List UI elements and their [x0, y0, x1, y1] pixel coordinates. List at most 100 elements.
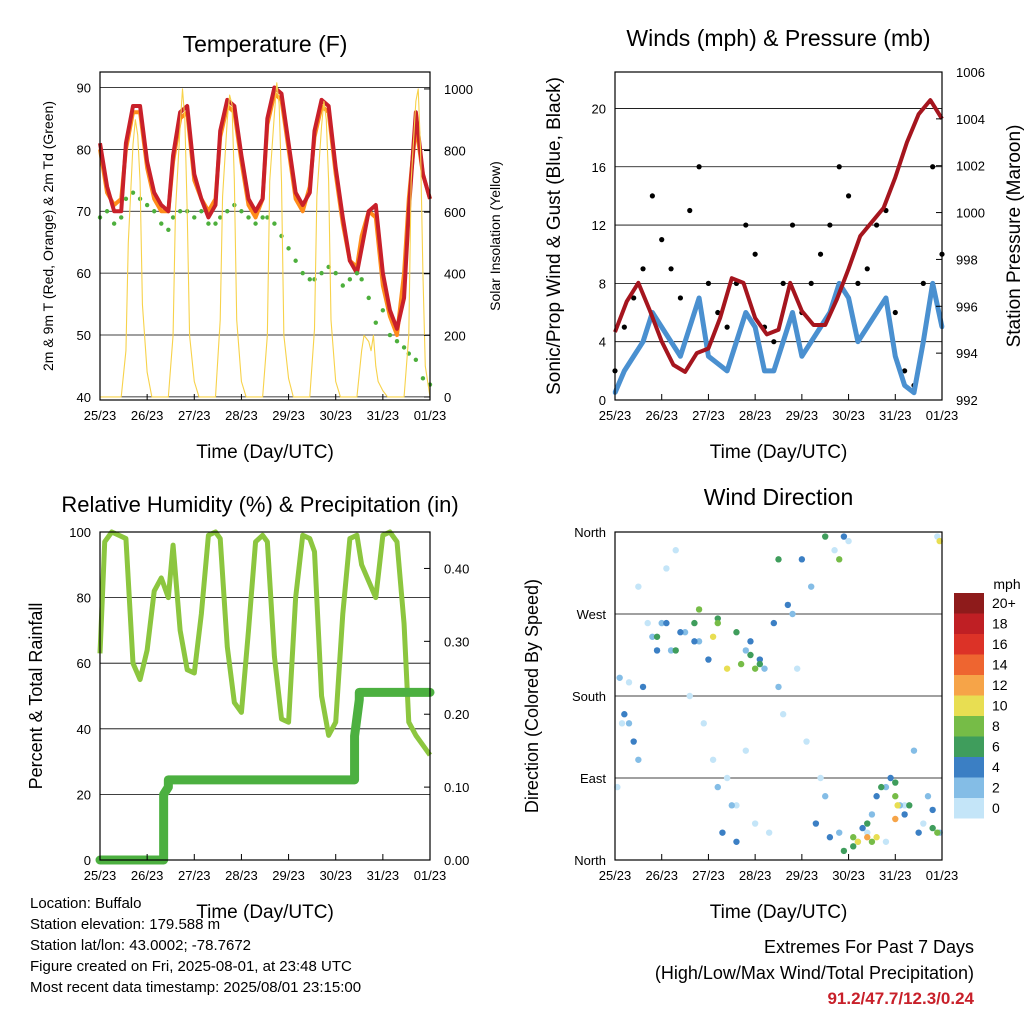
y-tick-label: 4 [599, 335, 606, 350]
y-right-tick-label: 994 [956, 346, 978, 361]
direction-point [653, 633, 661, 640]
series-1-point [743, 222, 749, 228]
direction-point [705, 656, 712, 663]
series-1-point [817, 251, 824, 257]
series-1-point [930, 164, 936, 170]
x-tick-label: 29/23 [786, 868, 819, 883]
direction-point [910, 747, 918, 754]
station-info: Location: Buffalo Station elevation: 179… [30, 893, 361, 998]
direction-point [822, 793, 829, 800]
series-1-point [631, 295, 637, 301]
y-right-tick-label: 1000 [956, 206, 985, 221]
series-3-point [279, 233, 284, 239]
series-3-point [293, 258, 298, 263]
series-1-line [97, 529, 433, 757]
y-right-tick-label: 600 [444, 205, 466, 220]
y-tick-label: 90 [77, 80, 91, 95]
series-3-point [340, 283, 345, 288]
series-3-point [159, 221, 164, 226]
series-3-point [312, 277, 317, 282]
legend-label: 16 [992, 636, 1008, 652]
series-3-point [192, 215, 197, 220]
direction-point [761, 665, 768, 672]
direction-point [854, 838, 862, 845]
series-3-point [104, 209, 110, 214]
direction-point [672, 547, 679, 554]
y-axis-label: 2m & 9m T (Red, Orange) & 2m Td (Green) [40, 101, 56, 371]
x-tick-label: 31/23 [367, 408, 400, 423]
direction-point [868, 811, 876, 818]
direction-point [733, 629, 740, 636]
x-tick-label: 27/23 [178, 868, 211, 883]
series-1-point [780, 280, 786, 286]
x-tick-label: 27/23 [692, 868, 725, 883]
series-3-point [152, 209, 157, 214]
series-3-point [218, 215, 223, 220]
series-3-point [307, 277, 312, 282]
series-1-point [827, 222, 833, 228]
direction-point [614, 783, 621, 791]
direction-point [723, 774, 731, 782]
legend-swatch [954, 798, 984, 819]
series-3-point [286, 246, 291, 251]
plot-frame [614, 71, 943, 401]
series-3-point [246, 215, 251, 220]
direction-point [658, 619, 665, 627]
legend-label: 20+ [992, 595, 1016, 611]
direction-point [929, 824, 936, 832]
y-tick-label: 60 [77, 266, 91, 281]
y-tick-label: 60 [77, 656, 91, 671]
series-1-point [715, 309, 721, 316]
series-1-point [836, 164, 842, 170]
series-3-point [366, 295, 371, 301]
x-tick-label: 01/23 [414, 408, 447, 423]
direction-point [892, 793, 899, 800]
y-tick-label: 20 [592, 101, 606, 116]
direction-point [868, 838, 876, 845]
direction-point [635, 756, 642, 763]
legend-swatch [954, 675, 984, 696]
chart-panel-1: 25/23 26/23 27/23 28/23 29/23 30/23 31/23 01/23… [40, 31, 503, 463]
series-3-point [170, 215, 176, 220]
y-right-tick-label: 1004 [956, 112, 985, 127]
direction-point [882, 783, 890, 791]
legend-swatch [954, 716, 984, 737]
direction-point [775, 556, 782, 563]
y-tick-label: 16 [592, 160, 606, 175]
series-1-point [687, 207, 693, 214]
x-tick-label: 01/23 [926, 868, 959, 883]
series-1-point [808, 280, 814, 286]
direction-point [728, 802, 735, 809]
direction-point [742, 747, 749, 754]
series-3-point [265, 215, 270, 220]
legend-swatch [954, 593, 984, 614]
x-tick-label: 01/23 [414, 868, 447, 883]
x-tick-label: 28/23 [739, 408, 772, 423]
y-tick-label: 20 [77, 787, 91, 802]
direction-point [892, 815, 899, 823]
plot-frame [99, 71, 431, 401]
direction-point [672, 647, 679, 654]
x-tick-label: 25/23 [599, 408, 632, 423]
series-1-point [677, 295, 684, 301]
station-location: Location: Buffalo [30, 895, 142, 912]
y-right-tick-label: 0.40 [444, 561, 469, 576]
direction-point [915, 829, 922, 836]
direction-point [667, 647, 675, 654]
series-1-point [855, 280, 861, 286]
direction-point [709, 756, 717, 763]
x-tick-label: 27/23 [178, 408, 211, 423]
series-3-point [213, 221, 218, 226]
y-tick-label: 40 [77, 390, 91, 405]
legend-swatch [954, 777, 984, 798]
series-3-point [199, 209, 204, 214]
direction-point [639, 683, 647, 691]
y-tick-label: South [572, 689, 606, 704]
direction-point [887, 774, 894, 782]
direction-point [756, 656, 764, 663]
chart-panel-2: 25/23 26/23 27/23 28/23 29/23 30/23 31/23 01/23… [544, 25, 1024, 463]
legend-swatch [954, 613, 984, 634]
direction-point [616, 674, 623, 681]
direction-point [873, 793, 880, 800]
